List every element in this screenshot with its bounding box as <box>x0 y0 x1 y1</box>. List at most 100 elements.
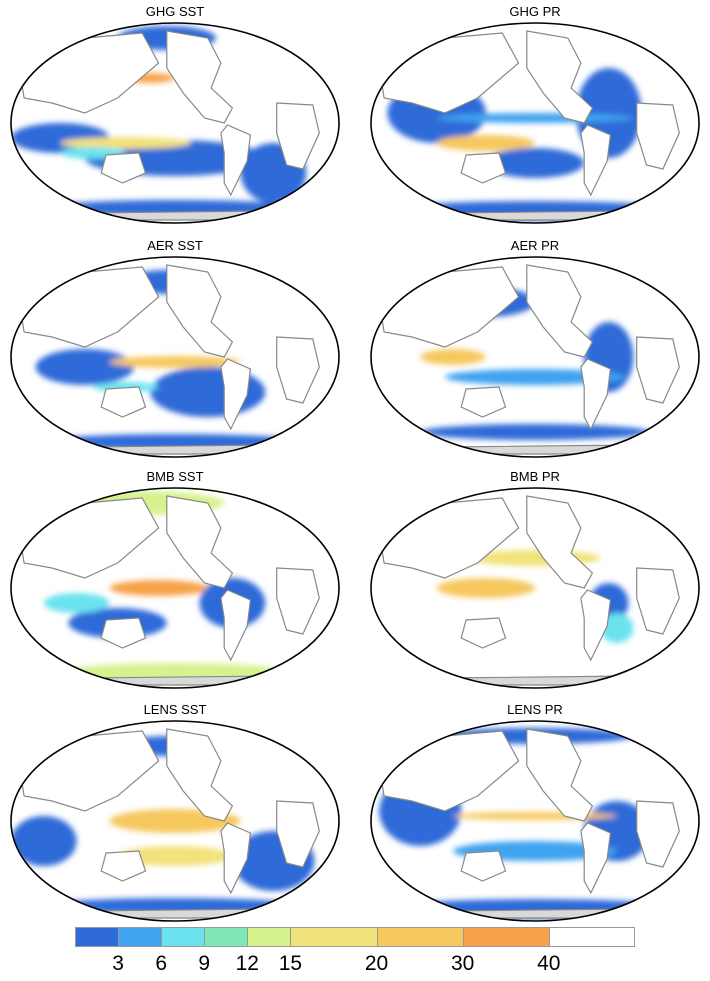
world-map <box>10 487 340 689</box>
continent-americasN <box>526 30 594 124</box>
field-region <box>420 424 650 440</box>
map-field <box>11 23 339 223</box>
colorbar-labels: 3 6 9 12 15 20 30 40 <box>75 950 675 980</box>
world-map <box>370 22 700 224</box>
world-map <box>10 720 340 922</box>
continent-americasS <box>220 589 252 662</box>
continent-australia <box>460 152 507 184</box>
map-panel-ghg-pr: GHG PR <box>365 4 705 224</box>
colorbar-label: 6 <box>155 952 168 975</box>
colorbar-label: 9 <box>198 952 211 975</box>
map-outline <box>10 487 340 689</box>
continent-australia <box>100 386 147 418</box>
colorbar-segment <box>462 927 549 947</box>
continent-americasN <box>526 495 594 589</box>
world-map <box>10 22 340 224</box>
continent-americasS <box>220 358 252 431</box>
colorbar-segment <box>247 927 291 947</box>
colorbar-segment <box>161 927 205 947</box>
field-region <box>109 580 208 596</box>
field-region <box>485 148 585 178</box>
colorbar-segment <box>118 927 162 947</box>
panel-title: LENS PR <box>507 702 563 717</box>
world-map <box>370 720 700 922</box>
continent-americasS <box>580 358 612 431</box>
map-field <box>371 721 699 921</box>
map-field <box>371 488 699 688</box>
map-panel-aer-pr: AER PR <box>365 238 705 458</box>
map-panel-ghg-sst: GHG SST <box>5 4 345 224</box>
continent-americasN <box>166 728 234 822</box>
field-region <box>420 349 486 365</box>
panel-title: BMB SST <box>146 469 204 484</box>
continent-australia <box>100 617 147 649</box>
continent-americasS <box>220 822 252 895</box>
continent-africa <box>636 800 680 868</box>
colorbar-label: 40 <box>537 952 561 975</box>
colorbar-segment <box>290 927 377 947</box>
colorbar-label: 3 <box>112 952 124 975</box>
map-field <box>11 721 339 921</box>
field-region <box>453 812 617 820</box>
map-outline <box>10 720 340 922</box>
colorbar-label: 15 <box>278 952 303 975</box>
continent-americasN <box>166 30 234 124</box>
field-region <box>436 113 634 123</box>
map-outline <box>10 22 340 224</box>
panel-title: LENS SST <box>143 702 207 717</box>
field-region <box>436 135 535 151</box>
colorbar <box>75 927 636 949</box>
field-region <box>60 137 192 149</box>
panel-title: GHG SST <box>145 4 205 19</box>
map-panel-aer-sst: AER SST <box>5 238 345 458</box>
world-map <box>370 256 700 458</box>
continent-americasS <box>580 589 612 662</box>
continent-africa <box>636 102 680 170</box>
panel-title: AER SST <box>147 238 203 253</box>
continent-africa <box>276 567 320 635</box>
continent-americasN <box>166 495 234 589</box>
colorbar-segment <box>204 927 248 947</box>
field-region <box>11 816 77 866</box>
colorbar-segment <box>548 927 636 947</box>
map-outline <box>370 256 700 458</box>
world-map <box>10 256 340 458</box>
colorbar-segment <box>376 927 463 947</box>
map-field <box>11 257 339 457</box>
map-outline <box>370 22 700 224</box>
field-region <box>436 578 535 598</box>
continent-americasN <box>166 264 234 358</box>
map-panel-lens-sst: LENS SST <box>5 702 345 922</box>
continent-australia <box>100 152 147 184</box>
field-region <box>109 356 241 368</box>
colorbar-label: 12 <box>235 952 259 975</box>
continent-africa <box>636 567 680 635</box>
map-panel-lens-pr: LENS PR <box>365 702 705 922</box>
continent-americasS <box>220 124 252 197</box>
panel-title: AER PR <box>510 238 560 253</box>
world-map <box>370 487 700 689</box>
map-outline <box>370 720 700 922</box>
panel-title: BMB PR <box>510 469 560 484</box>
continent-africa <box>636 336 680 404</box>
continent-australia <box>100 850 147 882</box>
map-outline <box>370 487 700 689</box>
continent-americasN <box>526 728 594 822</box>
continent-africa <box>276 336 320 404</box>
map-outline <box>10 256 340 458</box>
map-panel-bmb-sst: BMB SST <box>5 469 345 689</box>
colorbar-segment <box>75 927 119 947</box>
map-field <box>11 488 339 688</box>
panel-title: GHG PR <box>509 4 561 19</box>
colorbar-label: 30 <box>451 952 475 975</box>
continent-australia <box>460 617 507 649</box>
field-region <box>444 369 626 385</box>
continent-australia <box>460 850 507 882</box>
field-region <box>43 593 110 613</box>
continent-americasS <box>580 822 612 895</box>
map-field <box>371 23 699 223</box>
continent-americasN <box>526 264 594 358</box>
continent-africa <box>276 800 320 868</box>
field-region <box>600 613 634 643</box>
field-region <box>35 349 134 385</box>
